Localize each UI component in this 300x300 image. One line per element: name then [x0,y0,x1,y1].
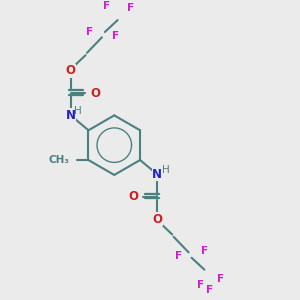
Text: H: H [74,106,82,116]
Text: F: F [197,280,204,290]
Text: F: F [103,1,110,11]
Text: F: F [175,251,182,261]
Text: N: N [66,109,76,122]
Text: F: F [127,3,134,13]
Text: O: O [128,190,138,203]
Text: F: F [217,274,224,284]
Text: O: O [152,212,162,226]
Text: H: H [162,165,170,175]
Text: F: F [206,286,213,296]
Text: F: F [112,32,119,41]
Text: CH₃: CH₃ [49,155,70,165]
Text: N: N [152,168,162,181]
Text: F: F [86,27,94,37]
Text: O: O [90,86,100,100]
Text: O: O [66,64,76,77]
Text: F: F [201,246,208,256]
